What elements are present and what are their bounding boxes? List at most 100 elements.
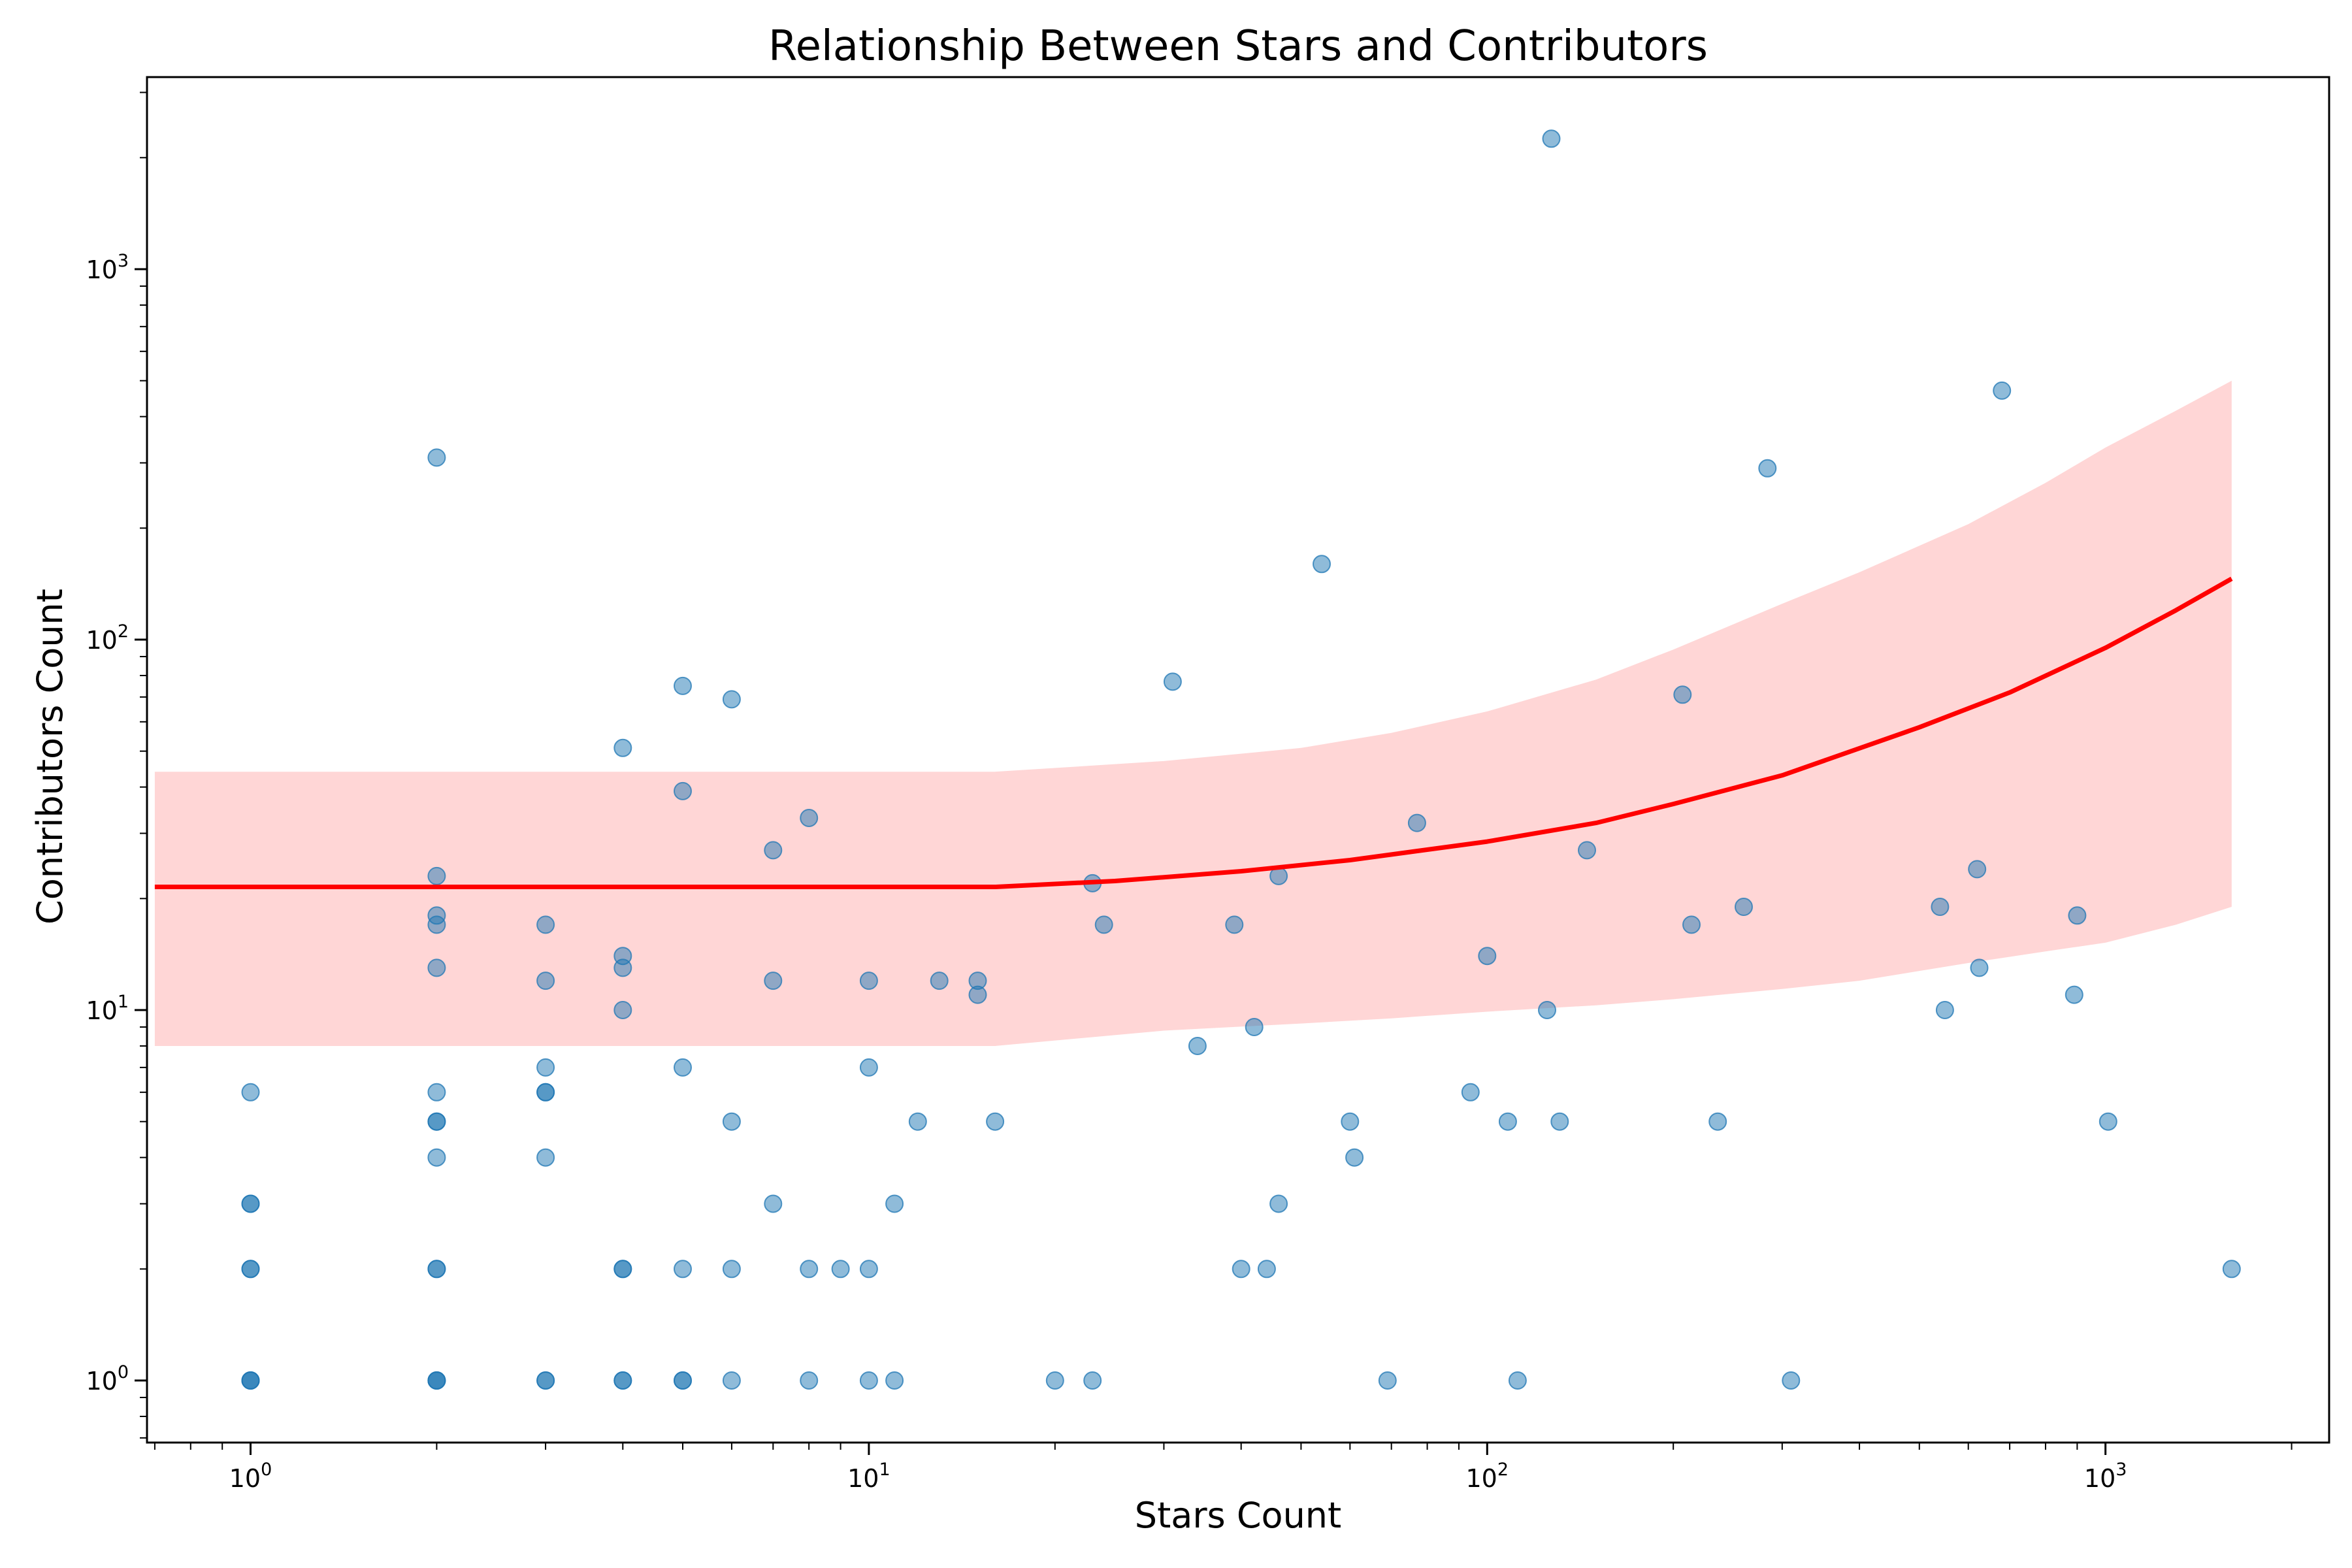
scatter-point — [613, 947, 632, 966]
scatter-point — [859, 972, 878, 990]
scatter-point — [427, 448, 446, 467]
scatter-point — [1341, 1112, 1360, 1131]
scatter-point — [536, 1148, 555, 1167]
scatter-point — [536, 972, 555, 990]
scatter-point — [674, 1058, 692, 1077]
scatter-point — [1378, 1371, 1397, 1390]
scatter-point — [427, 1148, 446, 1167]
scatter-point — [764, 1194, 783, 1213]
plot-area: 100 101 102 103 100 101 102 103 — [86, 91, 2293, 1493]
scatter-point — [1538, 1001, 1556, 1019]
scatter-point — [241, 1371, 260, 1390]
x-tick-label: 101 — [847, 1460, 890, 1493]
scatter-point — [674, 781, 692, 800]
scatter-point — [2099, 1112, 2117, 1131]
scatter-point — [968, 972, 987, 990]
scatter-point — [427, 958, 446, 977]
scatter-point — [613, 1260, 632, 1279]
scatter-point — [1345, 1148, 1364, 1167]
scatter-point — [1478, 947, 1497, 966]
confidence-band — [154, 380, 2232, 1046]
scatter-point — [1508, 1371, 1527, 1390]
scatter-point — [1257, 1260, 1276, 1279]
scatter-point — [1993, 381, 2012, 400]
scatter-point — [2065, 985, 2083, 1004]
scatter-point — [427, 1083, 446, 1102]
scatter-point — [859, 1371, 878, 1390]
scatter-point — [764, 841, 783, 860]
scatter-point — [241, 1083, 260, 1102]
fit-line — [154, 576, 2233, 889]
scatter-point — [1225, 915, 1244, 934]
y-tick-label: 100 — [86, 1362, 129, 1396]
scatter-point — [1498, 1112, 1517, 1131]
scatter-point — [722, 1371, 741, 1390]
scatter-point — [1550, 1112, 1569, 1131]
scatter-point — [427, 1371, 446, 1390]
scatter-point — [1970, 958, 1989, 977]
y-tick-label: 101 — [86, 992, 129, 1025]
scatter-point — [1163, 672, 1182, 691]
scatter-point — [674, 676, 692, 695]
y-tick-label: 103 — [86, 251, 129, 284]
scatter-point — [1188, 1037, 1207, 1055]
scatter-point — [536, 1083, 555, 1102]
x-tick-label: 103 — [2084, 1460, 2127, 1493]
scatter-point — [1578, 841, 1596, 860]
scatter-point — [1094, 915, 1113, 934]
scatter-point — [674, 1260, 692, 1279]
x-tick-label: 102 — [1466, 1460, 1509, 1493]
scatter-point — [859, 1058, 878, 1077]
scatter-point — [1407, 813, 1426, 832]
scatter-point — [764, 972, 783, 990]
scatter-point — [1782, 1371, 1801, 1390]
x-tick-label: 100 — [229, 1460, 272, 1493]
scatter-point — [930, 972, 949, 990]
scatter-point — [536, 915, 555, 934]
scatter-point — [1542, 129, 1561, 148]
scatter-point — [613, 738, 632, 757]
chart-title: Relationship Between Stars and Contribut… — [768, 22, 1708, 71]
scatter-point — [1735, 898, 1753, 916]
scatter-point — [885, 1194, 904, 1213]
scatter-point — [722, 1260, 741, 1279]
scatter-point — [536, 1058, 555, 1077]
scatter-point — [2222, 1260, 2241, 1279]
scatter-point — [1682, 915, 1701, 934]
scatter-point — [885, 1371, 904, 1390]
x-axis-label: Stars Count — [1135, 1495, 1341, 1536]
scatter-point — [800, 809, 819, 827]
scatter-point — [1708, 1112, 1727, 1131]
scatter-point — [536, 1371, 555, 1390]
scatter-point — [859, 1260, 878, 1279]
scatter-point — [1968, 860, 1987, 879]
scatter-point — [1935, 1001, 1954, 1019]
scatter-point — [800, 1371, 819, 1390]
scatter-point — [1931, 898, 1950, 916]
scatter-point — [427, 906, 446, 925]
y-axis-label: Contributors Count — [29, 589, 71, 924]
scatter-point — [800, 1260, 819, 1279]
scatter-point — [908, 1112, 927, 1131]
plot-frame — [146, 76, 2330, 1444]
scatter-point — [1673, 685, 1692, 704]
scatter-point — [722, 690, 741, 709]
scatter-point — [1232, 1260, 1250, 1279]
scatter-point — [241, 1194, 260, 1213]
scatter-point — [2068, 906, 2087, 925]
scatter-point — [831, 1260, 850, 1279]
scatter-point — [427, 866, 446, 885]
scatter-point — [722, 1112, 741, 1131]
scatter-point — [1269, 1194, 1288, 1213]
scatter-point — [613, 1001, 632, 1019]
scatter-point — [1313, 555, 1331, 574]
scatter-point — [427, 1112, 446, 1131]
scatter-point — [1045, 1371, 1064, 1390]
scatter-point — [427, 1260, 446, 1279]
scatter-point — [1461, 1083, 1480, 1102]
scatter-point — [1758, 459, 1777, 478]
scatter-point — [1083, 1371, 1102, 1390]
scatter-point — [986, 1112, 1005, 1131]
